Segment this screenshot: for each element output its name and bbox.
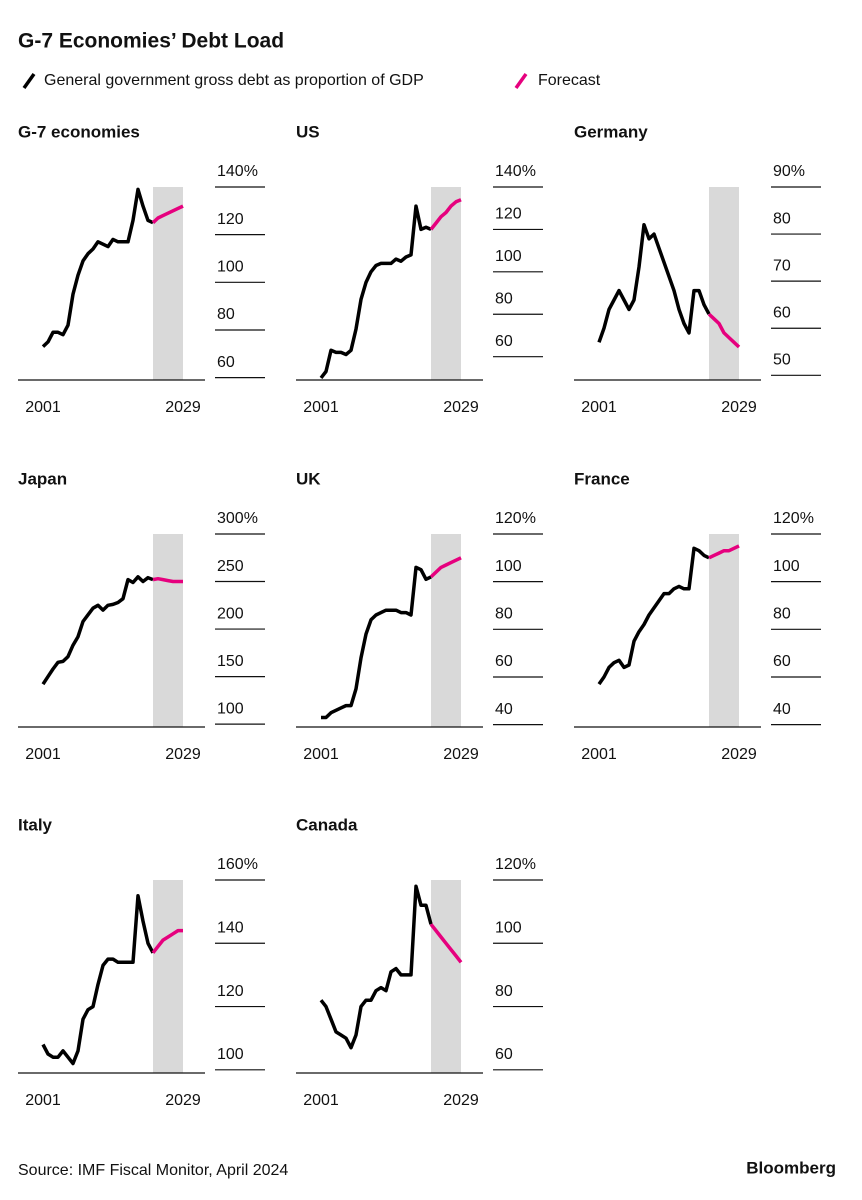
y-tick-label: 200 [217,605,244,622]
debt-line [597,546,710,686]
x-tick-label: 2001 [25,1092,61,1109]
y-tick-label: 140% [495,163,536,180]
y-tick-label: 60 [773,304,791,321]
forecast-shade [153,187,183,380]
y-tick-label: 60 [495,1046,513,1063]
y-tick-label: 80 [773,606,791,623]
debt-line [41,187,154,348]
forecast-shade [709,187,739,380]
y-tick-label: 120 [495,206,522,223]
forecast-shade [431,880,461,1073]
y-tick-label: 100 [495,919,522,936]
x-tick-label: 2029 [443,1092,479,1109]
y-tick-label: 40 [773,701,791,718]
x-tick-label: 2029 [165,399,201,416]
y-tick-label: 120% [773,510,814,527]
source-note: Source: IMF Fiscal Monitor, April 2024 [18,1162,288,1179]
y-tick-label: 60 [495,653,513,670]
chart-title: Italy [18,815,53,834]
y-tick-label: 120% [495,510,536,527]
y-tick-label: 120 [217,983,244,1000]
x-tick-label: 2029 [721,746,757,763]
debt-line [151,928,183,954]
y-tick-label: 80 [495,606,513,623]
debt-line [429,198,462,231]
debt-line [708,544,740,560]
y-tick-label: 60 [773,653,791,670]
x-tick-label: 2029 [443,746,479,763]
debt-line [707,312,741,349]
y-tick-label: 60 [217,354,235,371]
forecast-shade [431,534,461,727]
chart-title: Germany [574,122,648,141]
x-tick-label: 2001 [581,746,617,763]
chart-title: Japan [18,469,67,488]
y-tick-label: 70 [773,257,791,274]
y-tick-label: 40 [495,701,513,718]
x-tick-label: 2001 [303,1092,339,1109]
page-title: G-7 Economies’ Debt Load [18,30,284,53]
x-tick-label: 2029 [165,746,201,763]
legend-swatch [514,72,528,90]
y-tick-label: 80 [495,983,513,1000]
y-tick-label: 100 [773,558,800,575]
legend-label: General government gross debt as proport… [44,72,424,89]
forecast-shade [431,187,461,380]
x-tick-label: 2001 [303,746,339,763]
y-tick-label: 50 [773,352,791,369]
legend-swatch [22,72,36,90]
debt-line [152,576,183,584]
chart-title: Canada [296,815,358,834]
y-tick-label: 100 [495,558,522,575]
y-tick-label: 80 [773,210,791,227]
debt-line [319,884,433,1050]
y-tick-label: 160% [217,856,258,873]
debt-line [429,923,463,964]
chart-title: US [296,122,320,141]
forecast-shade [153,534,183,727]
debt-line [41,894,155,1066]
x-tick-label: 2001 [303,399,339,416]
forecast-shade [709,534,739,727]
debt-line [41,575,154,686]
debt-line [321,565,432,720]
brand: Bloomberg [746,1158,836,1177]
y-tick-label: 100 [217,1046,244,1063]
x-tick-label: 2001 [581,399,617,416]
chart-title: France [574,469,630,488]
y-tick-label: 140 [217,919,244,936]
x-tick-label: 2001 [25,746,61,763]
y-tick-label: 80 [495,290,513,307]
debt-line [151,204,184,224]
y-tick-label: 100 [217,259,244,276]
y-tick-label: 120% [495,856,536,873]
x-tick-label: 2029 [721,399,757,416]
debt-line [319,204,432,379]
debt-line [429,556,462,579]
debt-line [597,222,711,343]
chart-title: G-7 economies [18,122,140,141]
y-tick-label: 90% [773,163,805,180]
y-tick-label: 100 [217,700,244,717]
y-tick-label: 140% [217,163,258,180]
y-tick-label: 60 [495,333,513,350]
y-tick-label: 150 [217,653,244,670]
y-tick-label: 100 [495,248,522,265]
x-tick-label: 2029 [165,1092,201,1109]
x-tick-label: 2029 [443,399,479,416]
y-tick-label: 250 [217,558,244,575]
forecast-shade [153,880,183,1073]
y-tick-label: 120 [217,211,244,228]
y-tick-label: 80 [217,306,235,323]
legend-label: Forecast [538,72,601,89]
y-tick-label: 300% [217,510,258,527]
chart-title: UK [296,469,321,488]
x-tick-label: 2001 [25,399,61,416]
